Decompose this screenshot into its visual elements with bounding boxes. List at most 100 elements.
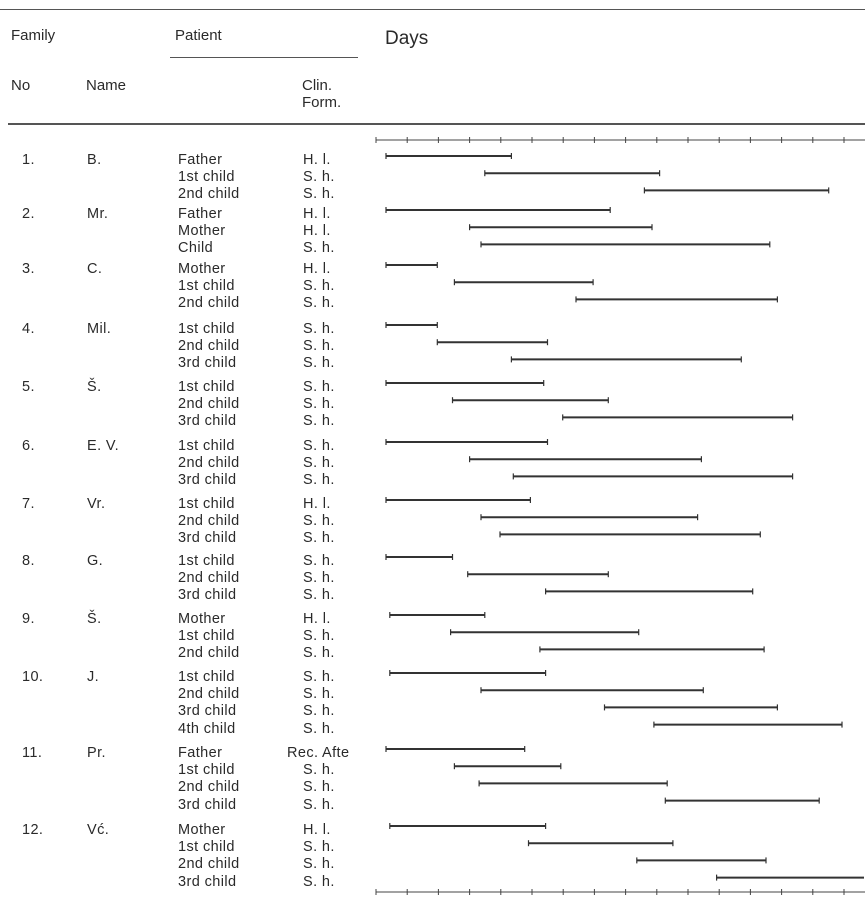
duration-bar [385,746,526,752]
duration-bar [450,629,640,636]
patient-label: 3rd child [178,587,237,604]
family-number: 4. [22,321,35,337]
clinical-form: S. h. [303,553,335,569]
clinical-form: S. h. [303,686,335,703]
patient-label: 2nd child [178,645,240,662]
patient-label: 1st child [178,553,235,569]
patient-label: 2nd child [178,338,240,355]
header-patient: Patient [175,27,222,44]
clinical-form: S. h. [303,438,335,454]
duration-bar [469,456,703,463]
clinical-form: H. l. [303,152,331,168]
duration-bar [451,397,609,404]
duration-bar [385,207,611,213]
clinical-form: S. h. [303,645,335,662]
family-number: 7. [22,496,35,512]
clinical-form: S. h. [303,379,335,395]
duration-bar [484,170,661,177]
patient-label: 3rd child [178,796,237,813]
family-name: Vr. [87,496,106,512]
duration-bar [389,612,486,618]
patient-label: 3rd child [178,413,237,430]
clinical-form: S. h. [303,762,335,779]
bottom-axis [375,889,865,895]
duration-bar [480,514,699,521]
patient-label: 2nd child [178,570,240,587]
clinical-form: H. l. [303,261,331,277]
patient-label: 1st child [178,839,235,856]
family-number: 6. [22,438,35,454]
patient-label: Father [178,206,223,222]
family-name: E. V. [87,438,120,454]
patient-label: Father [178,745,223,761]
family-name: C. [87,261,103,277]
header-bottom-rule [8,123,865,125]
clinical-form: H. l. [303,223,331,240]
duration-bar [715,874,864,881]
clinical-form: H. l. [303,496,331,512]
duration-bar [467,571,609,578]
patient-label: 2nd child [178,295,240,312]
duration-bar [510,356,742,363]
family-number: 12. [22,822,44,838]
family-name: G. [87,553,104,569]
clinical-form: S. h. [303,295,335,312]
patient-label: 2nd child [178,686,240,703]
duration-bar [389,823,547,829]
duration-bar [653,721,843,728]
family-number: 3. [22,261,35,277]
patient-label: 2nd child [178,513,240,530]
clinical-form: S. h. [303,839,335,856]
patient-underline [170,57,358,58]
family-number: 8. [22,553,35,569]
duration-bar [385,439,549,445]
family-name: Š. [87,611,102,627]
clinical-form: S. h. [303,396,335,413]
clinical-form: S. h. [303,186,335,203]
family-number: 9. [22,611,35,627]
duration-bar [527,840,674,847]
header-name: Name [86,77,127,94]
clinical-form: S. h. [303,796,335,813]
clinical-form: S. h. [303,873,335,890]
patient-label: 3rd child [178,530,237,547]
family-name: Mil. [87,321,112,337]
patient-label: Mother [178,822,226,838]
patient-label: 1st child [178,379,235,395]
duration-bar [664,797,820,804]
duration-bar [385,554,454,560]
duration-bar [453,763,562,770]
family-number: 10. [22,669,44,685]
clinical-form: S. h. [303,856,335,873]
header-days: Days [385,28,429,49]
duration-bar [480,241,771,248]
clinical-form: S. h. [303,169,335,186]
clinical-form: S. h. [303,703,335,720]
family-number: 5. [22,379,35,395]
patient-label: Mother [178,261,226,277]
duration-bar [643,187,830,194]
family-name: Pr. [87,745,106,761]
duration-bar [575,296,779,303]
clinical-form: S. h. [303,587,335,604]
clinical-form: S. h. [303,455,335,472]
clinical-form: S. h. [303,413,335,430]
family-name: B. [87,152,102,168]
duration-bar [469,224,653,231]
patient-label: 1st child [178,669,235,685]
family-name: Mr. [87,206,109,222]
duration-bar [480,687,704,694]
duration-bar [385,497,532,503]
clinical-form: S. h. [303,240,335,257]
patient-label: 4th child [178,720,236,737]
clinical-form: S. h. [303,570,335,587]
duration-bar [499,531,761,538]
header-form: Form. [302,94,342,111]
patient-label: Mother [178,223,226,240]
duration-bar [436,339,549,346]
duration-bar [603,704,779,711]
clinical-form: Rec. Afte [287,745,350,761]
patient-label: 1st child [178,762,235,779]
clinical-form: S. h. [303,472,335,489]
